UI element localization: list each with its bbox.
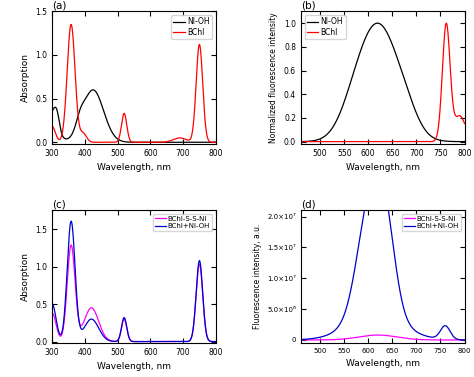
X-axis label: Wavelength, nm: Wavelength, nm [346, 360, 419, 368]
Y-axis label: Absorption: Absorption [20, 252, 29, 301]
Text: (a): (a) [52, 0, 66, 11]
Y-axis label: Absorption: Absorption [20, 53, 29, 102]
Y-axis label: Fluorescence intensity, a.u.: Fluorescence intensity, a.u. [253, 224, 262, 329]
Legend: NI-OH, BChl: NI-OH, BChl [305, 15, 346, 39]
Y-axis label: Normalized fluorescence intensity: Normalized fluorescence intensity [269, 12, 278, 143]
Legend: BChl-S-S-NI, BChl+NI-OH: BChl-S-S-NI, BChl+NI-OH [402, 214, 461, 231]
Text: (b): (b) [301, 0, 316, 11]
Legend: BChl-S-S-NI, BChl+NI-OH: BChl-S-S-NI, BChl+NI-OH [153, 214, 212, 231]
Text: (c): (c) [52, 199, 66, 210]
Legend: NI-OH, BChl: NI-OH, BChl [171, 15, 212, 39]
X-axis label: Wavelength, nm: Wavelength, nm [97, 363, 171, 371]
X-axis label: Wavelength, nm: Wavelength, nm [346, 164, 419, 172]
X-axis label: Wavelength, nm: Wavelength, nm [97, 164, 171, 172]
Text: (d): (d) [301, 199, 316, 210]
